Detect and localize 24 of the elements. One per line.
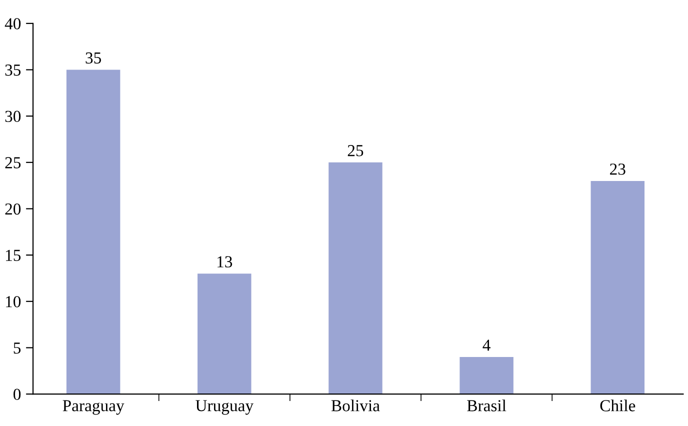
- x-tick-label: Chile: [600, 400, 636, 412]
- x-tick-label: Uruguay: [196, 400, 254, 415]
- bar: [328, 162, 382, 394]
- y-tick-label: 20: [5, 203, 21, 215]
- data-label: 4: [482, 340, 490, 351]
- data-label: 25: [348, 145, 364, 156]
- y-tick-label: 25: [5, 157, 21, 168]
- y-tick-label: 0: [14, 388, 21, 400]
- y-tick-label: 30: [5, 110, 21, 122]
- y-tick-label: 40: [4, 18, 21, 30]
- x-tick-label: Bolivia: [331, 400, 380, 412]
- bar: [590, 180, 645, 394]
- y-tick-label: 15: [6, 250, 21, 262]
- data-label: 13: [218, 256, 232, 268]
- data-label: 35: [86, 52, 102, 64]
- x-tick-label: Brasil: [467, 400, 506, 412]
- x-tick-label: Paraguay: [62, 400, 124, 415]
- bar: [198, 274, 252, 394]
- bar: [66, 70, 120, 394]
- data-label: 23: [610, 164, 626, 175]
- y-tick-label: 5: [14, 342, 21, 354]
- y-tick-label: 35: [5, 64, 21, 76]
- bar: [460, 356, 514, 394]
- y-tick-label: 10: [6, 296, 21, 308]
